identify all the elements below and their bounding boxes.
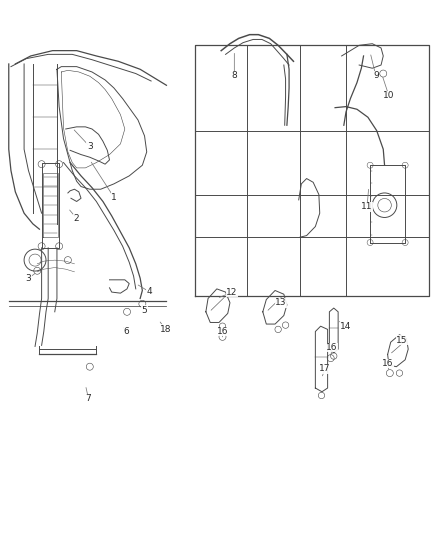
Text: 11: 11 [361, 203, 373, 211]
Text: 7: 7 [85, 394, 92, 403]
Text: 12: 12 [226, 288, 238, 296]
Text: 16: 16 [382, 359, 393, 368]
Text: 18: 18 [160, 325, 171, 334]
Text: 17: 17 [319, 365, 331, 373]
Text: 9: 9 [373, 71, 379, 80]
Text: 3: 3 [87, 142, 93, 151]
Text: 8: 8 [231, 71, 237, 80]
Text: 16: 16 [217, 327, 228, 336]
Text: 1: 1 [111, 193, 117, 201]
Text: 3: 3 [25, 274, 32, 282]
Text: 4: 4 [146, 287, 152, 296]
Text: 2: 2 [74, 214, 79, 223]
Text: 16: 16 [326, 343, 338, 352]
Text: 5: 5 [141, 306, 148, 314]
Text: 10: 10 [383, 92, 395, 100]
Text: 6: 6 [123, 327, 129, 336]
Text: 14: 14 [340, 322, 352, 330]
Text: 13: 13 [276, 298, 287, 307]
Text: 15: 15 [396, 336, 408, 344]
